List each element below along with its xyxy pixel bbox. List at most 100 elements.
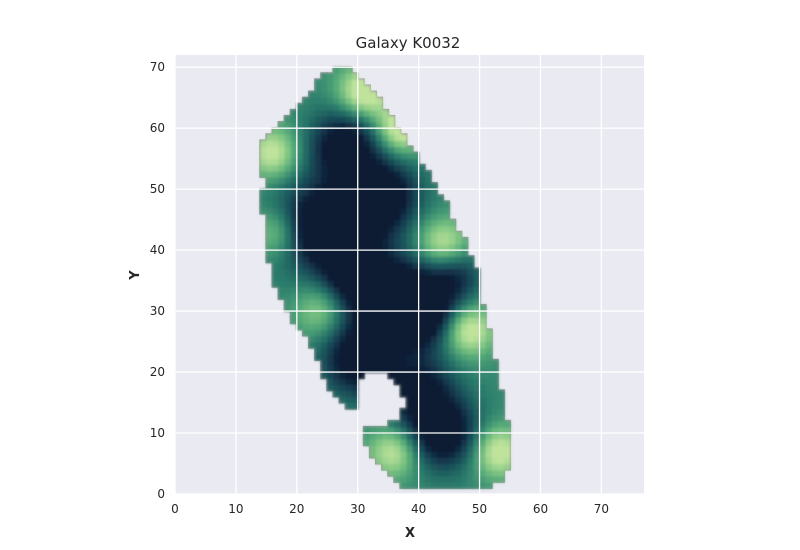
heatmap-cell [412,414,420,422]
heatmap-cell [351,256,359,263]
heatmap-cell [339,219,347,227]
heatmap-cell [321,158,328,166]
heatmap-cell [382,359,389,367]
heatmap-cell [467,463,475,471]
heatmap-cell [284,152,292,160]
heatmap-cell [363,140,371,148]
heatmap-cell [443,213,450,221]
heatmap-cell [321,237,328,245]
heatmap-cell [357,250,365,257]
heatmap-cell [333,189,341,196]
heatmap-cell [449,329,456,337]
heatmap-cell [327,219,334,227]
heatmap-cell [436,231,444,239]
heatmap-cell [278,262,286,270]
heatmap-cell [388,451,395,459]
heatmap-cell [473,414,481,422]
heatmap-cell [382,170,389,178]
heatmap-cell [388,183,395,190]
heatmap-cell [467,280,475,288]
heatmap-cell [436,365,444,373]
heatmap-cell [339,372,347,379]
heatmap-cell [260,140,267,148]
heatmap-cell [455,274,462,282]
heatmap-cell [418,244,426,251]
heatmap-cell [400,433,408,440]
heatmap-cell [345,73,353,80]
heatmap-cell [315,103,322,111]
heatmap-cell [302,304,310,312]
heatmap-cell [345,189,353,196]
heatmap-cell [412,250,420,257]
heatmap-cell [333,158,341,166]
heatmap-cell [461,237,468,245]
heatmap-cell [430,231,438,239]
heatmap-cell [357,353,365,361]
heatmap-cell [449,262,456,270]
heatmap-cell [327,286,334,294]
heatmap-cell [357,262,365,270]
heatmap-cell [309,122,316,129]
heatmap-cell [449,280,456,288]
heatmap-cell [302,262,310,270]
heatmap-cell [485,365,493,373]
heatmap-cell [357,103,365,111]
heatmap-cell [382,335,389,343]
heatmap-cell [449,323,456,330]
heatmap-cell [339,280,347,288]
heatmap-cell [272,176,280,184]
heatmap-cell [321,122,328,129]
heatmap-cell [309,323,316,330]
heatmap-cell [321,195,328,202]
heatmap-cell [449,250,456,257]
heatmap-cell [467,365,475,373]
heatmap-cell [436,237,444,245]
heatmap-cell [491,475,499,483]
heatmap-cell [369,189,377,196]
heatmap-cell [327,122,334,129]
heatmap-cell [369,183,377,190]
heatmap-cell [418,195,426,202]
heatmap-cell [479,481,487,489]
heatmap-cell [302,250,310,257]
heatmap-cell [376,274,383,282]
heatmap-cell [376,365,383,373]
heatmap-cell [369,353,377,361]
heatmap-cell [412,268,420,276]
heatmap-cell [443,414,450,422]
heatmap-cell [351,298,359,306]
heatmap-cell [491,372,499,379]
heatmap-cell [369,426,377,434]
heatmap-cell [327,372,334,379]
heatmap-cell [333,91,341,99]
heatmap-cell [333,195,341,202]
heatmap-cell [436,311,444,318]
heatmap-cell [296,183,304,190]
y-tick-label: 40 [150,243,165,257]
heatmap-cell [351,207,359,215]
heatmap-cell [302,231,310,239]
heatmap-cell [394,274,401,282]
heatmap-cell [363,152,371,160]
heatmap-cell [430,213,438,221]
heatmap-cell [302,274,310,282]
heatmap-cell [388,213,395,221]
heatmap-cell [412,256,420,263]
heatmap-cell [400,158,408,166]
heatmap-cell [278,237,286,245]
heatmap-cell [290,201,298,209]
heatmap-cell [272,201,280,209]
heatmap-cell [479,426,487,434]
heatmap-cell [424,304,432,312]
heatmap-cell [327,128,334,135]
heatmap-cell [430,451,438,459]
heatmap-cell [479,433,487,440]
heatmap-cell [321,225,328,233]
heatmap-cell [436,420,444,428]
heatmap-cell [430,311,438,318]
heatmap-cell [382,109,389,117]
heatmap-cell [461,396,468,404]
heatmap-cell [351,85,359,93]
heatmap-cell [443,396,450,404]
heatmap-cell [473,323,481,330]
